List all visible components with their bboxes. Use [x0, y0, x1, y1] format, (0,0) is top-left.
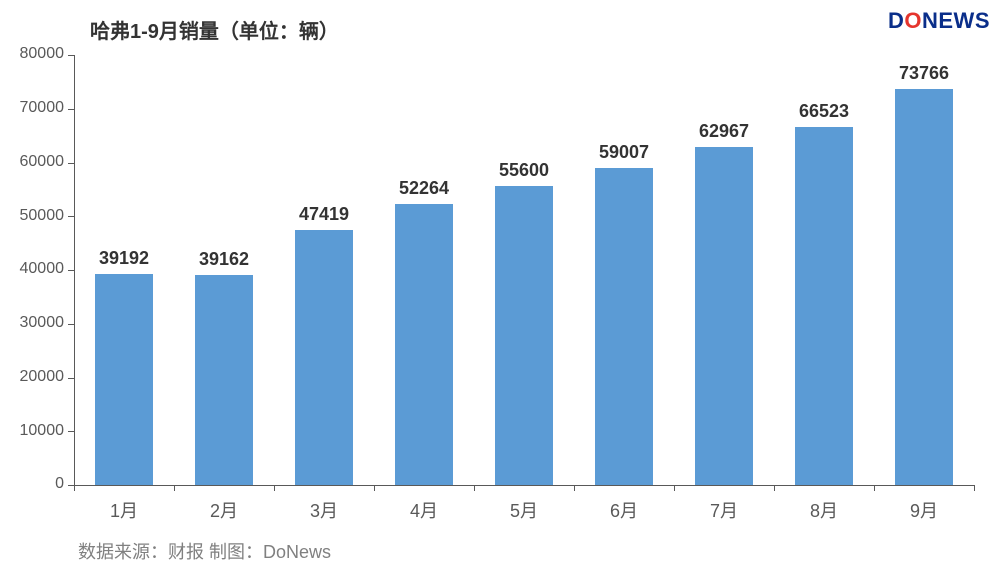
x-tick-mark — [74, 485, 75, 491]
bar — [95, 274, 153, 485]
x-axis-line — [74, 485, 974, 486]
x-tick-mark — [674, 485, 675, 491]
y-tick-mark — [68, 324, 74, 325]
bar-value-label: 73766 — [899, 63, 949, 84]
chart-container: 哈弗1-9月销量（单位：辆） DONEWS 010000200003000040… — [0, 0, 1000, 572]
bar-value-label: 52264 — [399, 178, 449, 199]
y-tick-label: 40000 — [4, 260, 64, 278]
bar-value-label: 47419 — [299, 204, 349, 225]
bar — [595, 168, 653, 485]
bar — [395, 204, 453, 485]
x-tick-label: 3月 — [310, 497, 338, 523]
bar — [795, 127, 853, 485]
bar — [195, 275, 253, 485]
y-tick-mark — [68, 55, 74, 56]
x-tick-label: 2月 — [210, 497, 238, 523]
x-tick-mark — [774, 485, 775, 491]
x-tick-mark — [374, 485, 375, 491]
y-axis-line — [74, 55, 75, 485]
logo-letters-news: NEWS — [922, 8, 990, 33]
plot-area: 0100002000030000400005000060000700008000… — [74, 55, 974, 485]
source-note: 数据来源：财报 制图：DoNews — [78, 538, 331, 564]
bar — [295, 230, 353, 485]
bar — [895, 89, 953, 485]
x-tick-mark — [174, 485, 175, 491]
y-tick-label: 60000 — [4, 153, 64, 171]
y-tick-mark — [68, 378, 74, 379]
y-tick-label: 80000 — [4, 45, 64, 63]
logo-letter-o: O — [904, 8, 922, 33]
y-tick-mark — [68, 216, 74, 217]
y-tick-mark — [68, 270, 74, 271]
x-tick-mark — [274, 485, 275, 491]
y-tick-label: 10000 — [4, 422, 64, 440]
x-tick-label: 4月 — [410, 497, 438, 523]
x-tick-label: 9月 — [910, 497, 938, 523]
brand-logo: DONEWS — [888, 8, 990, 34]
y-tick-mark — [68, 163, 74, 164]
y-tick-label: 70000 — [4, 99, 64, 117]
bar-value-label: 55600 — [499, 160, 549, 181]
x-tick-mark — [574, 485, 575, 491]
x-tick-label: 1月 — [110, 497, 138, 523]
bar — [695, 147, 753, 485]
logo-letter-d: D — [888, 8, 904, 33]
x-tick-label: 5月 — [510, 497, 538, 523]
bar — [495, 186, 553, 485]
x-tick-label: 7月 — [710, 497, 738, 523]
x-tick-label: 6月 — [610, 497, 638, 523]
x-tick-label: 8月 — [810, 497, 838, 523]
bar-value-label: 39162 — [199, 249, 249, 270]
y-tick-mark — [68, 431, 74, 432]
bar-value-label: 62967 — [699, 121, 749, 142]
x-tick-mark — [874, 485, 875, 491]
chart-title: 哈弗1-9月销量（单位：辆） — [90, 15, 339, 44]
y-tick-label: 50000 — [4, 207, 64, 225]
bar-value-label: 59007 — [599, 142, 649, 163]
bar-value-label: 39192 — [99, 248, 149, 269]
x-tick-mark — [974, 485, 975, 491]
x-tick-mark — [474, 485, 475, 491]
bar-value-label: 66523 — [799, 101, 849, 122]
y-tick-label: 20000 — [4, 368, 64, 386]
y-tick-mark — [68, 109, 74, 110]
y-tick-label: 0 — [4, 475, 64, 493]
y-tick-label: 30000 — [4, 314, 64, 332]
